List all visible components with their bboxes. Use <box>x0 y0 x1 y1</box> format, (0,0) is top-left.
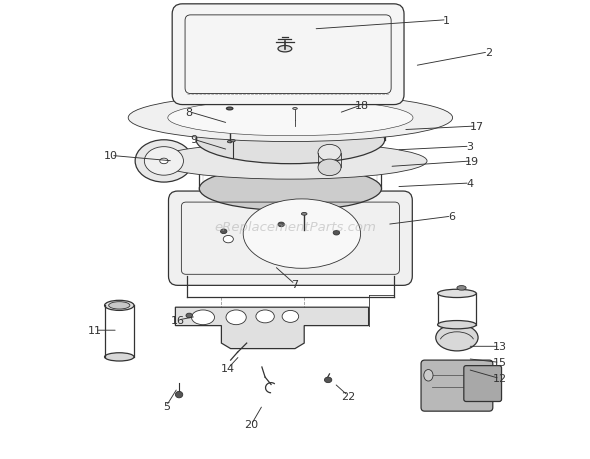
Ellipse shape <box>227 141 232 143</box>
Text: 17: 17 <box>470 122 484 132</box>
Ellipse shape <box>278 46 292 53</box>
Text: 4: 4 <box>466 179 473 189</box>
Text: 7: 7 <box>291 280 299 290</box>
Ellipse shape <box>278 223 284 227</box>
Text: 16: 16 <box>171 315 185 325</box>
Ellipse shape <box>104 301 134 311</box>
Ellipse shape <box>104 353 134 361</box>
Ellipse shape <box>231 140 235 142</box>
Text: 2: 2 <box>484 48 491 58</box>
Ellipse shape <box>223 236 234 243</box>
FancyBboxPatch shape <box>421 360 493 411</box>
Ellipse shape <box>109 302 130 309</box>
Text: 22: 22 <box>341 391 355 401</box>
Ellipse shape <box>160 159 168 164</box>
Ellipse shape <box>301 213 307 216</box>
Ellipse shape <box>196 117 385 164</box>
Ellipse shape <box>186 313 192 318</box>
Ellipse shape <box>221 230 227 234</box>
Text: 13: 13 <box>493 341 507 352</box>
Text: 10: 10 <box>104 151 118 161</box>
Ellipse shape <box>318 160 341 176</box>
Ellipse shape <box>424 370 433 381</box>
Text: 14: 14 <box>221 363 235 373</box>
Ellipse shape <box>199 167 382 211</box>
Text: 9: 9 <box>190 135 198 145</box>
Ellipse shape <box>135 140 193 183</box>
Ellipse shape <box>227 108 233 111</box>
Text: 18: 18 <box>355 101 369 111</box>
Ellipse shape <box>175 392 183 398</box>
Text: 1: 1 <box>443 16 450 26</box>
Ellipse shape <box>324 377 332 383</box>
Ellipse shape <box>243 200 360 269</box>
Ellipse shape <box>199 140 382 184</box>
Ellipse shape <box>168 101 413 136</box>
Text: 11: 11 <box>88 325 102 336</box>
Ellipse shape <box>154 143 427 180</box>
Ellipse shape <box>438 290 476 298</box>
Text: 20: 20 <box>244 420 258 430</box>
FancyBboxPatch shape <box>464 366 502 402</box>
Text: 8: 8 <box>186 107 193 118</box>
Ellipse shape <box>318 145 341 162</box>
Ellipse shape <box>226 310 246 325</box>
Text: 3: 3 <box>466 142 473 152</box>
FancyBboxPatch shape <box>172 5 404 105</box>
Text: 19: 19 <box>465 157 479 167</box>
Text: 6: 6 <box>448 212 455 222</box>
Ellipse shape <box>192 310 215 325</box>
FancyBboxPatch shape <box>169 191 412 285</box>
Text: eReplacementParts.com: eReplacementParts.com <box>214 221 376 234</box>
Text: 15: 15 <box>493 358 507 368</box>
Ellipse shape <box>333 231 340 235</box>
Ellipse shape <box>293 108 297 110</box>
Text: 12: 12 <box>493 374 507 384</box>
Ellipse shape <box>438 321 476 329</box>
Ellipse shape <box>256 310 274 323</box>
Ellipse shape <box>261 210 342 258</box>
Ellipse shape <box>436 325 478 351</box>
Ellipse shape <box>457 286 466 291</box>
Text: 5: 5 <box>163 401 170 411</box>
Polygon shape <box>175 308 369 349</box>
Ellipse shape <box>145 147 183 176</box>
Ellipse shape <box>196 95 385 142</box>
Ellipse shape <box>128 95 453 142</box>
Ellipse shape <box>282 311 299 323</box>
